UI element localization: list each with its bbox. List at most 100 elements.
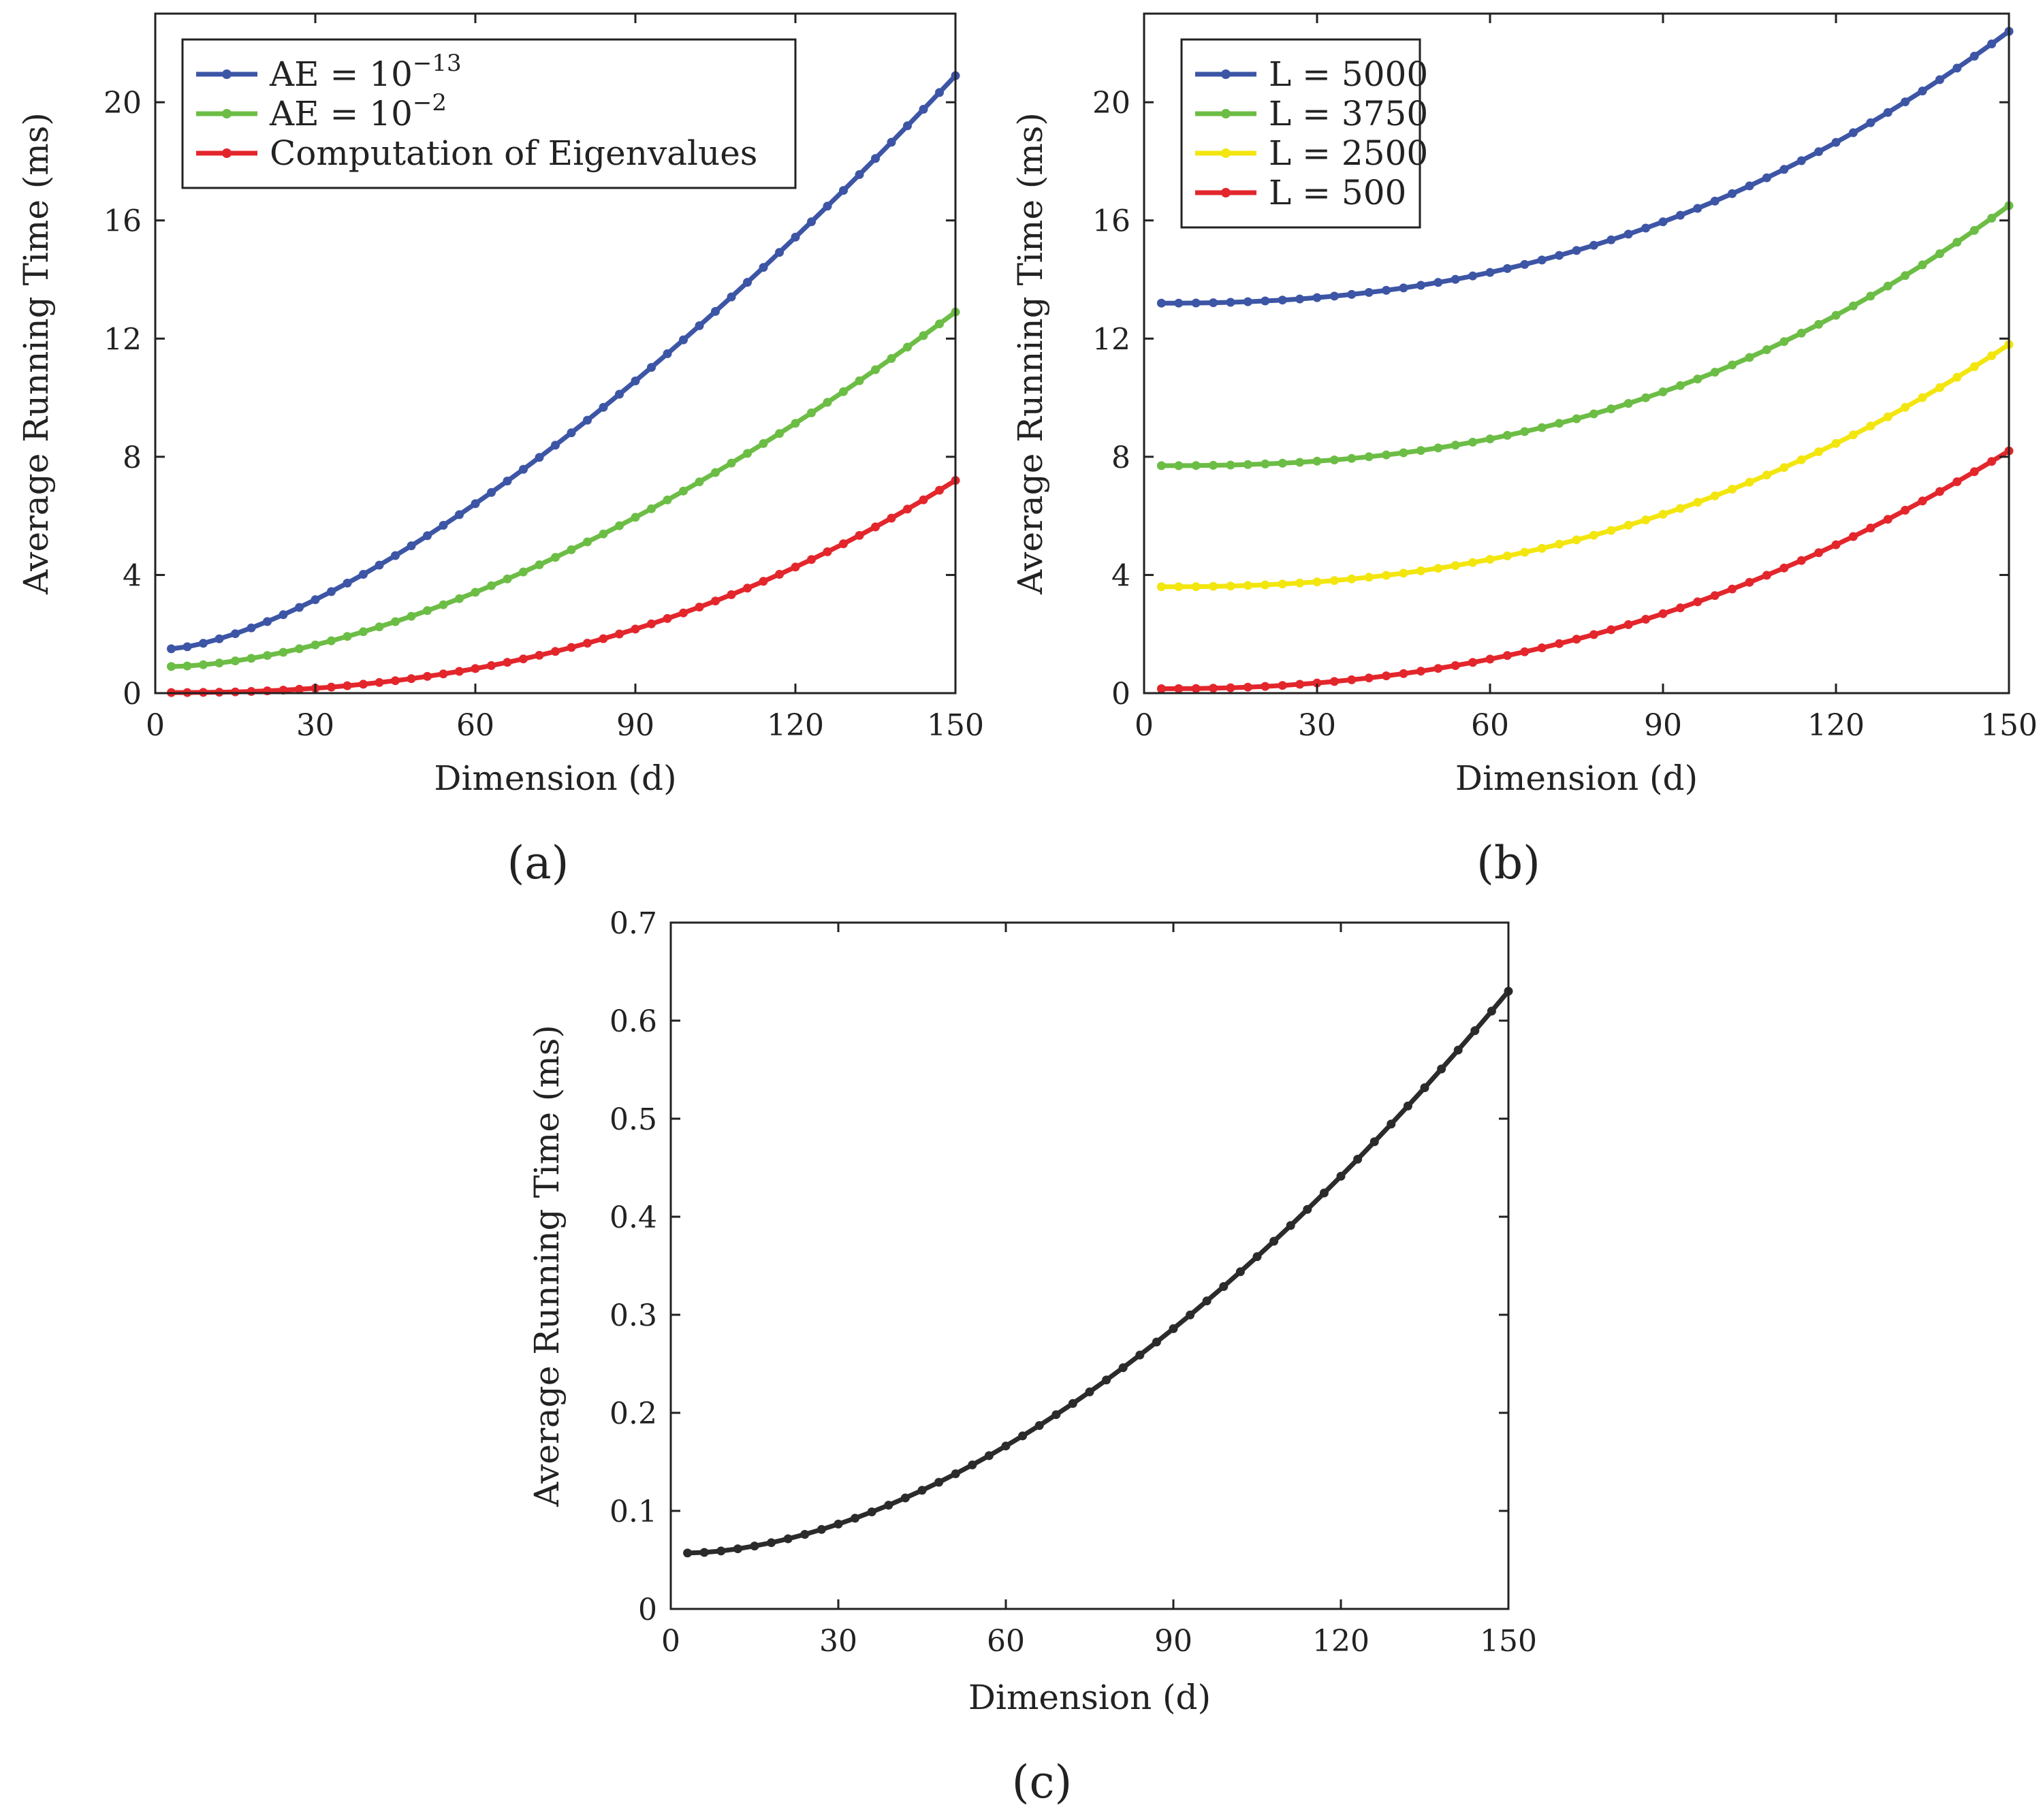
data-point bbox=[199, 639, 208, 648]
series-a-2 bbox=[167, 476, 960, 697]
data-point bbox=[1987, 457, 1997, 466]
data-point bbox=[1209, 460, 1218, 470]
legend-label: AE = 10−2 bbox=[269, 89, 447, 133]
data-point bbox=[503, 477, 512, 485]
data-point bbox=[1502, 264, 1512, 273]
data-point bbox=[471, 499, 480, 509]
data-point bbox=[183, 642, 192, 652]
data-point bbox=[567, 643, 576, 652]
data-point bbox=[1434, 278, 1443, 287]
data-point bbox=[663, 349, 672, 358]
data-point bbox=[679, 608, 688, 618]
data-point bbox=[1451, 441, 1460, 450]
data-point bbox=[1336, 1172, 1346, 1181]
data-point bbox=[743, 449, 752, 458]
data-point bbox=[1261, 580, 1270, 590]
data-point bbox=[1901, 97, 1910, 107]
legend-box bbox=[181, 38, 797, 189]
data-point bbox=[1235, 1267, 1245, 1277]
data-point bbox=[1883, 412, 1892, 421]
legend-label: L = 500 bbox=[1269, 173, 1406, 212]
data-point bbox=[1369, 1137, 1379, 1147]
x-tick-label: 150 bbox=[1980, 708, 2038, 743]
data-point bbox=[1606, 526, 1616, 535]
data-point bbox=[1261, 459, 1270, 468]
legend-marker bbox=[1221, 188, 1231, 197]
legend-marker bbox=[1221, 148, 1231, 158]
data-point bbox=[1416, 446, 1425, 456]
data-point bbox=[1312, 293, 1322, 302]
data-point bbox=[295, 684, 304, 694]
data-point bbox=[1219, 1282, 1229, 1291]
data-point bbox=[934, 1478, 944, 1487]
data-point bbox=[1243, 682, 1252, 692]
y-tick-label: 8 bbox=[123, 441, 142, 475]
data-point bbox=[1347, 453, 1357, 463]
x-tick-label: 150 bbox=[927, 708, 984, 743]
data-point bbox=[711, 596, 720, 606]
data-point bbox=[327, 682, 336, 692]
y-tick-label: 16 bbox=[104, 204, 142, 239]
data-point bbox=[1658, 217, 1668, 227]
data-point bbox=[1286, 1221, 1295, 1230]
data-point bbox=[839, 186, 848, 195]
data-point bbox=[871, 522, 880, 532]
y-tick-label: 12 bbox=[104, 322, 142, 357]
data-point bbox=[1347, 574, 1357, 584]
data-point bbox=[279, 648, 288, 657]
data-point bbox=[359, 680, 368, 689]
data-point bbox=[1589, 409, 1598, 419]
data-point bbox=[1520, 427, 1530, 436]
data-point bbox=[375, 677, 384, 687]
data-point bbox=[1606, 235, 1616, 244]
data-point bbox=[935, 88, 944, 97]
data-point bbox=[1278, 579, 1287, 589]
y-tick-label: 4 bbox=[123, 558, 142, 593]
data-point bbox=[1191, 684, 1201, 693]
series-line bbox=[1161, 204, 2011, 468]
data-point bbox=[1814, 548, 1824, 558]
data-point bbox=[407, 611, 416, 621]
data-point bbox=[615, 629, 624, 639]
data-point bbox=[871, 365, 880, 374]
data-point bbox=[775, 570, 784, 579]
x-tick-label: 0 bbox=[1135, 708, 1154, 743]
data-point bbox=[1329, 677, 1339, 686]
data-point bbox=[1918, 86, 1927, 96]
y-tick-label: 16 bbox=[1092, 204, 1130, 239]
data-point bbox=[823, 202, 832, 211]
data-point bbox=[1102, 1375, 1111, 1385]
data-point bbox=[1226, 298, 1235, 307]
data-point bbox=[1191, 461, 1201, 470]
data-point bbox=[1520, 259, 1530, 269]
data-point bbox=[1191, 298, 1201, 308]
data-point bbox=[1434, 564, 1443, 573]
data-point bbox=[455, 667, 464, 676]
data-point bbox=[487, 488, 496, 497]
data-point bbox=[1156, 461, 1166, 470]
data-point bbox=[775, 429, 784, 438]
data-point bbox=[1174, 684, 1184, 693]
data-point bbox=[743, 584, 752, 593]
data-point bbox=[215, 634, 224, 643]
y-tick-label: 0 bbox=[123, 677, 142, 712]
data-point bbox=[1347, 289, 1357, 299]
data-point bbox=[295, 644, 304, 654]
data-point bbox=[1848, 301, 1858, 310]
data-point bbox=[951, 1469, 960, 1478]
data-point bbox=[471, 664, 480, 673]
data-point bbox=[817, 1524, 826, 1534]
data-point bbox=[1034, 1421, 1044, 1431]
data-point bbox=[1399, 569, 1408, 578]
data-point bbox=[1969, 467, 1979, 477]
data-point bbox=[1762, 571, 1771, 580]
data-point bbox=[1796, 328, 1806, 338]
data-point bbox=[903, 342, 912, 352]
data-point bbox=[519, 567, 528, 577]
data-point bbox=[1641, 515, 1651, 525]
data-point bbox=[1935, 249, 1944, 259]
data-point bbox=[663, 613, 672, 623]
y-tick-label: 0.4 bbox=[609, 1200, 657, 1235]
y-tick-label: 0 bbox=[1111, 677, 1130, 712]
data-point bbox=[407, 541, 416, 551]
